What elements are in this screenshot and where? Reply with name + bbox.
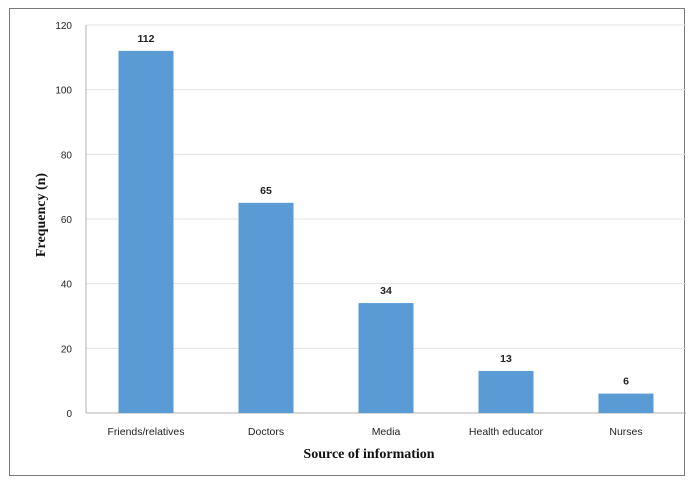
y-tick-label: 100	[55, 86, 72, 97]
category-label: Doctors	[248, 426, 284, 438]
bars	[118, 50, 654, 413]
category-label: Health educator	[469, 426, 544, 438]
bar	[358, 303, 414, 413]
y-tick-label: 0	[66, 409, 72, 420]
y-tick-labels: 0 20 40 60 80 100 120	[55, 21, 72, 420]
y-tick-label: 40	[61, 280, 73, 291]
category-label: Friends/relatives	[107, 426, 184, 438]
y-tick-label: 20	[61, 344, 73, 355]
category-label: Media	[372, 426, 401, 438]
bar	[118, 50, 174, 413]
data-labels: 112 65 34 13 6	[138, 33, 630, 388]
y-axis-title: Frequency (n)	[34, 173, 49, 257]
data-label: 34	[380, 285, 392, 297]
data-label: 6	[623, 376, 629, 388]
y-tick-label: 120	[55, 21, 72, 32]
bar	[238, 202, 294, 413]
bar	[598, 393, 654, 413]
gridlines	[86, 24, 686, 349]
data-label: 13	[500, 353, 512, 365]
x-axis-title: Source of information	[303, 447, 434, 462]
data-label: 65	[260, 185, 272, 197]
y-tick-label: 60	[61, 215, 73, 226]
y-tick-label: 80	[61, 150, 73, 161]
category-label: Nurses	[609, 426, 642, 438]
category-labels: Friends/relatives Doctors Media Health educ…	[107, 426, 642, 438]
data-label: 112	[138, 33, 155, 45]
bar	[478, 370, 534, 413]
